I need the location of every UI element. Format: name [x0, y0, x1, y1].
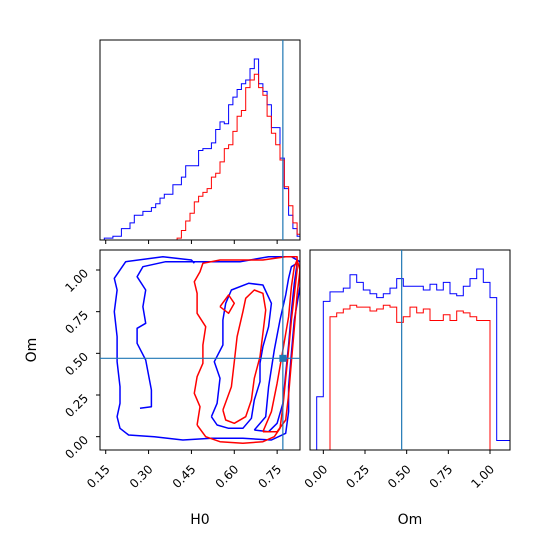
contour-blue: [113, 255, 300, 441]
tick-marks: [322, 450, 491, 454]
contour-red: [219, 294, 236, 315]
contour-red: [222, 289, 267, 425]
xtick-label-h0: 0.45: [170, 462, 199, 491]
ytick-label-om: 0.25: [62, 391, 91, 420]
hist-h0-series: [100, 58, 301, 241]
xtick-label-h0: 0.75: [255, 462, 284, 491]
ytick-label-om: 1.00: [62, 266, 91, 295]
tick-marks: [105, 240, 278, 244]
histogram-blue: [310, 268, 511, 451]
tick-marks: [96, 269, 278, 454]
panel-hist-h0: [99, 39, 301, 244]
ytick-label-om: 0.75: [62, 308, 91, 337]
histogram-red: [100, 73, 301, 241]
ytick-labels-om: 0.00 0.25 0.50 0.75 1.00: [62, 266, 91, 461]
contour-red: [193, 255, 298, 445]
contour-red: [262, 259, 300, 433]
hist-om-series: [310, 268, 511, 451]
ytick-label-om: 0.50: [62, 350, 91, 379]
panel-frame: [99, 39, 301, 241]
panel-hist-om: 0.00 0.25 0.50 0.75 1.00 Om: [302, 249, 511, 528]
xtick-label-om: 1.00: [468, 462, 497, 491]
xtick-label-om: 0.75: [427, 462, 456, 491]
truth-marker: [279, 354, 287, 362]
xtick-label-om: 0.00: [302, 462, 331, 491]
contours-clip: [113, 255, 300, 445]
xtick-label-om: 0.25: [343, 462, 372, 491]
xlabel-h0: H0: [190, 512, 209, 528]
xtick-label-h0: 0.15: [84, 462, 113, 491]
xtick-label-om: 0.50: [385, 462, 414, 491]
xtick-labels-om: 0.00 0.25 0.50 0.75 1.00: [302, 462, 497, 491]
panel-frame: [99, 249, 301, 451]
ylabel-om: Om: [24, 338, 40, 363]
histogram-blue: [100, 58, 301, 241]
panel-frame: [309, 249, 511, 451]
histogram-red: [310, 304, 510, 451]
ytick-label-om: 0.00: [62, 433, 91, 462]
panel-joint-h0-om: 0.15 0.30 0.45 0.60 0.75 0.00 0.25 0.50 0.75 1.0…: [24, 249, 301, 528]
xtick-labels-h0: 0.15 0.30 0.45 0.60 0.75: [84, 462, 284, 491]
xlabel-om: Om: [398, 512, 423, 528]
contour-group: [113, 255, 300, 445]
contour-blue: [210, 282, 273, 430]
xtick-label-h0: 0.60: [213, 462, 242, 491]
xtick-label-h0: 0.30: [127, 462, 156, 491]
